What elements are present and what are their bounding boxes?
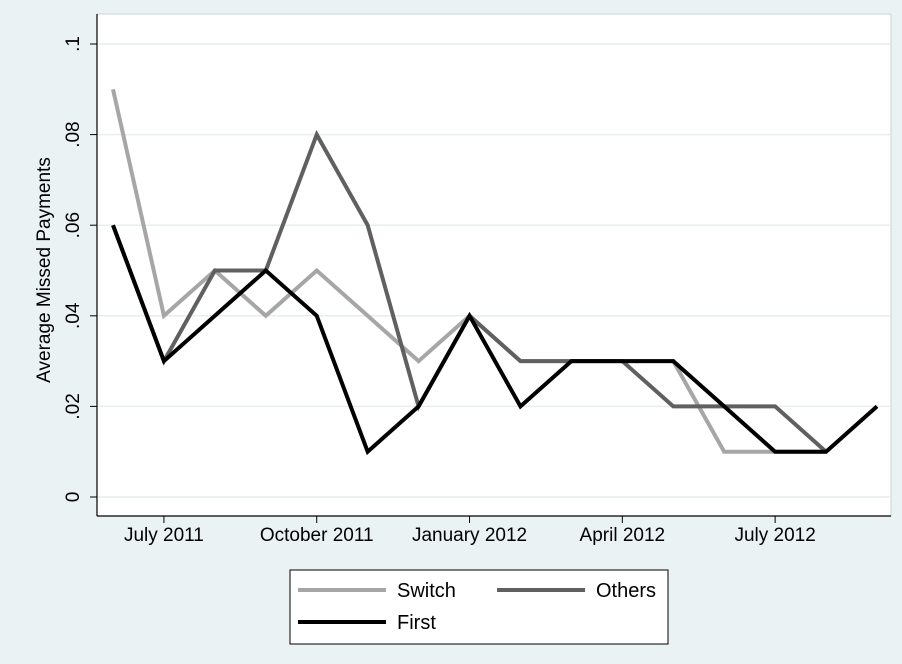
legend-label-first: First <box>397 612 436 634</box>
y-axis: 0 .02 .04 .06 .08 .1 <box>63 36 97 502</box>
y-tick-label: 0 <box>63 492 84 503</box>
y-tick-label: .06 <box>63 212 84 238</box>
grid-lines <box>98 43 890 498</box>
legend-label-others: Others <box>596 580 656 602</box>
legend-label-switch: Switch <box>397 580 456 602</box>
x-axis: July 2011 October 2011 January 2012 April 2… <box>124 516 816 546</box>
x-tick-label: April 2012 <box>580 525 666 546</box>
x-tick-label: January 2012 <box>412 525 527 546</box>
legend: Switch Others First <box>289 569 669 645</box>
x-tick-label: July 2011 <box>124 525 204 546</box>
plot-area <box>96 13 892 517</box>
series-lines <box>111 88 879 456</box>
x-tick-label: October 2011 <box>260 525 374 546</box>
y-tick-label: .08 <box>63 121 84 147</box>
series-line-first <box>111 224 879 456</box>
x-tick-label: July 2012 <box>734 525 815 546</box>
y-axis-title: Average Missed Payments <box>34 157 55 383</box>
legend-box <box>289 569 669 645</box>
y-tick-label: .1 <box>63 36 84 52</box>
y-tick-label: .02 <box>63 393 84 419</box>
y-tick-label: .04 <box>63 302 84 329</box>
